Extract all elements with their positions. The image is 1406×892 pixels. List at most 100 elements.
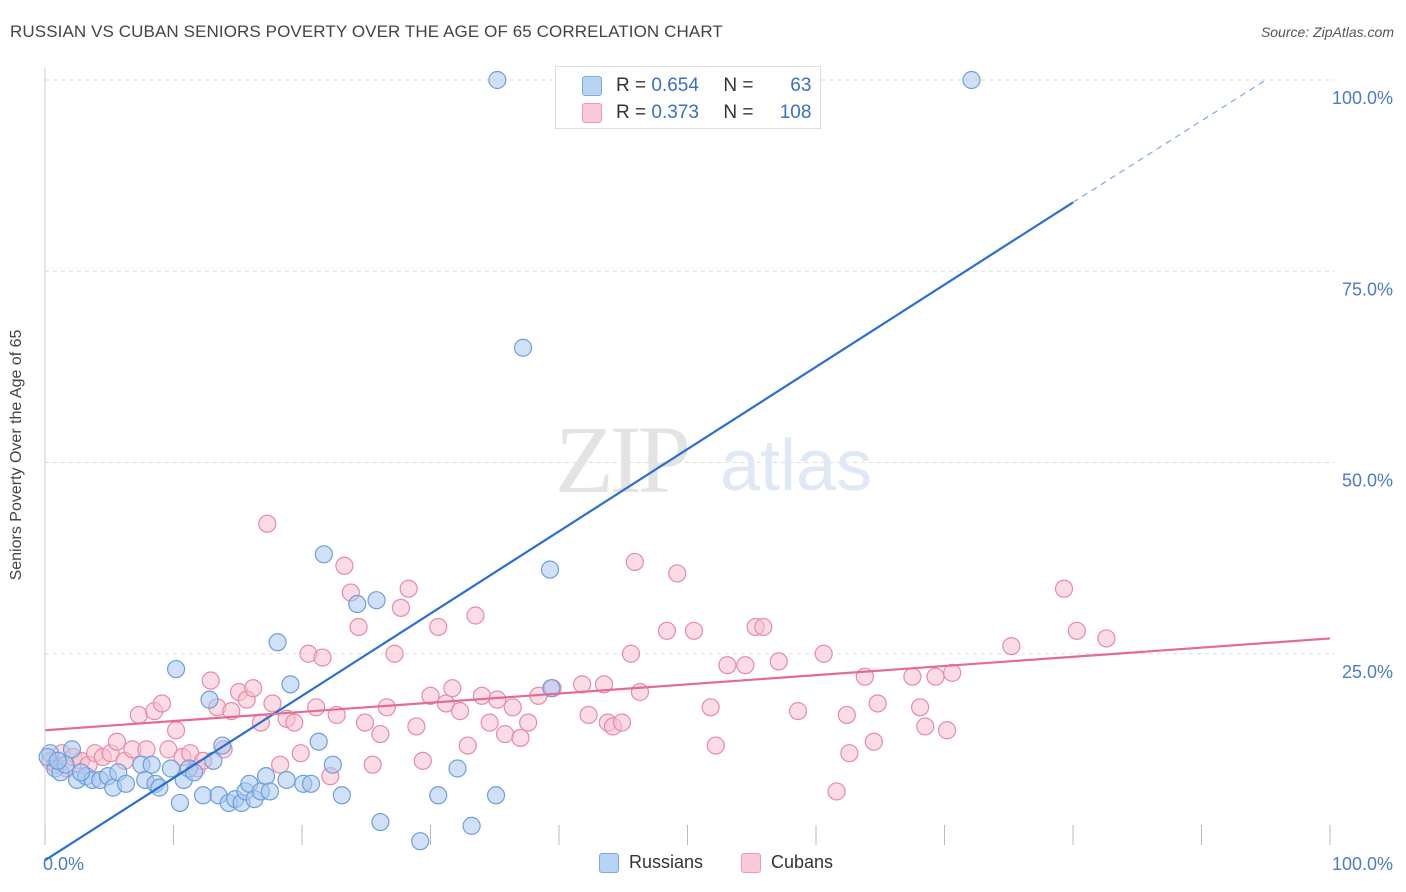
legend-cubans[interactable]: Cubans xyxy=(741,852,833,873)
cubans-point xyxy=(443,679,462,698)
russians-point xyxy=(332,786,351,805)
russians-point xyxy=(540,560,560,579)
cubans-point xyxy=(657,621,677,640)
cubans-point xyxy=(313,648,332,667)
cubans-point xyxy=(840,744,859,763)
cubans-r-value: 0.373 xyxy=(651,102,699,123)
cubans-point xyxy=(385,644,404,663)
cubans-point xyxy=(472,686,491,705)
watermark-atlas: atlas xyxy=(720,426,872,506)
cubans-point xyxy=(436,694,456,713)
russians-trend-line xyxy=(44,201,1074,862)
cubans-point xyxy=(263,694,282,713)
cubans-point xyxy=(407,717,426,736)
russians-point xyxy=(462,816,481,835)
cubans-point xyxy=(511,728,530,748)
cubans-point xyxy=(159,740,178,759)
russians-point xyxy=(256,767,276,786)
russians-point xyxy=(314,545,333,564)
legend-russians[interactable]: Russians xyxy=(599,852,703,873)
cubans-point xyxy=(916,717,935,736)
cubans-point xyxy=(107,732,127,751)
cubans-point xyxy=(285,713,304,732)
russians-point xyxy=(367,591,386,610)
cubans-point xyxy=(625,552,644,572)
russians-point xyxy=(161,759,181,778)
legend-cubans-swatch xyxy=(741,852,761,873)
cubans-point xyxy=(291,744,310,763)
russians-n-value: 63 xyxy=(790,75,812,96)
cubans-point xyxy=(488,690,507,709)
cubans-swatch xyxy=(582,103,602,123)
cubans-point xyxy=(421,686,440,705)
cubans-point xyxy=(837,705,856,725)
russians-point xyxy=(301,774,321,793)
cubans-point xyxy=(864,732,883,751)
cubans-point xyxy=(152,694,172,713)
russians-point xyxy=(166,659,186,679)
cubans-point xyxy=(573,675,592,694)
cubans-point xyxy=(335,556,354,575)
y-tick-label: 25.0% xyxy=(1342,662,1393,682)
russians-point xyxy=(204,751,223,770)
russians-point xyxy=(348,594,367,614)
y-tick-label: 75.0% xyxy=(1342,279,1393,299)
cubans-n-value: 108 xyxy=(779,102,812,123)
legend-russians-swatch xyxy=(599,852,619,873)
russians-point xyxy=(429,786,448,805)
cubans-point xyxy=(903,667,922,686)
x-tick-label: 0.0% xyxy=(43,854,84,874)
russians-n-label: N = xyxy=(723,75,754,96)
cubans-point xyxy=(1067,621,1086,640)
russians-point xyxy=(542,679,561,698)
cubans-point xyxy=(718,656,737,675)
cubans-point xyxy=(355,713,375,732)
cubans-point xyxy=(363,755,382,774)
cubans-point xyxy=(1097,629,1116,648)
cubans-point xyxy=(788,702,808,721)
cubans-point xyxy=(244,679,263,698)
russians-point xyxy=(411,832,430,851)
cubans-point xyxy=(466,606,485,625)
cubans-n-label: N = xyxy=(723,102,754,123)
data-points xyxy=(38,70,1116,851)
russians-point xyxy=(48,751,67,770)
cubans-point xyxy=(814,644,833,663)
russians-point xyxy=(281,675,300,694)
stats-legend: R = 0.654 N = 63 R = 0.373 N = 108 xyxy=(555,66,821,129)
cubans-point xyxy=(630,682,650,702)
bottom-legend: Russians Cubans xyxy=(0,852,1406,876)
grid xyxy=(45,79,1335,655)
x-tick-label: 100.0% xyxy=(1332,854,1393,874)
russians-r-label: R = xyxy=(616,75,647,96)
cubans-point xyxy=(579,705,598,725)
cubans-point xyxy=(349,617,368,637)
cubans-point xyxy=(684,621,704,640)
cubans-point xyxy=(307,698,326,717)
cubans-point xyxy=(258,514,277,533)
cubans-point xyxy=(137,740,156,759)
stats-row-cubans: R = 0.373 N = 108 xyxy=(582,100,811,126)
cubans-point xyxy=(391,598,411,617)
cubans-point xyxy=(371,724,390,744)
cubans-point xyxy=(621,644,641,663)
y-tick-label: 100.0% xyxy=(1332,88,1393,108)
russians-swatch xyxy=(582,76,602,96)
russians-point xyxy=(170,793,190,813)
chart-source: Source: ZipAtlas.com xyxy=(1260,24,1394,40)
legend-cubans-label: Cubans xyxy=(771,852,834,872)
russians-point xyxy=(488,70,507,90)
chart-title: RUSSIAN VS CUBAN SENIORS POVERTY OVER TH… xyxy=(10,22,723,41)
cubans-point xyxy=(868,694,887,713)
russians-point xyxy=(116,774,136,793)
russians-r-value: 0.654 xyxy=(651,75,699,96)
cubans-point xyxy=(413,751,432,770)
russians-point xyxy=(486,786,506,805)
cubans-point xyxy=(429,617,448,637)
cubans-point xyxy=(129,705,148,725)
y-tick-label: 50.0% xyxy=(1342,471,1393,491)
cubans-point xyxy=(458,736,477,755)
russians-point xyxy=(962,70,981,90)
cubans-point xyxy=(222,702,241,721)
